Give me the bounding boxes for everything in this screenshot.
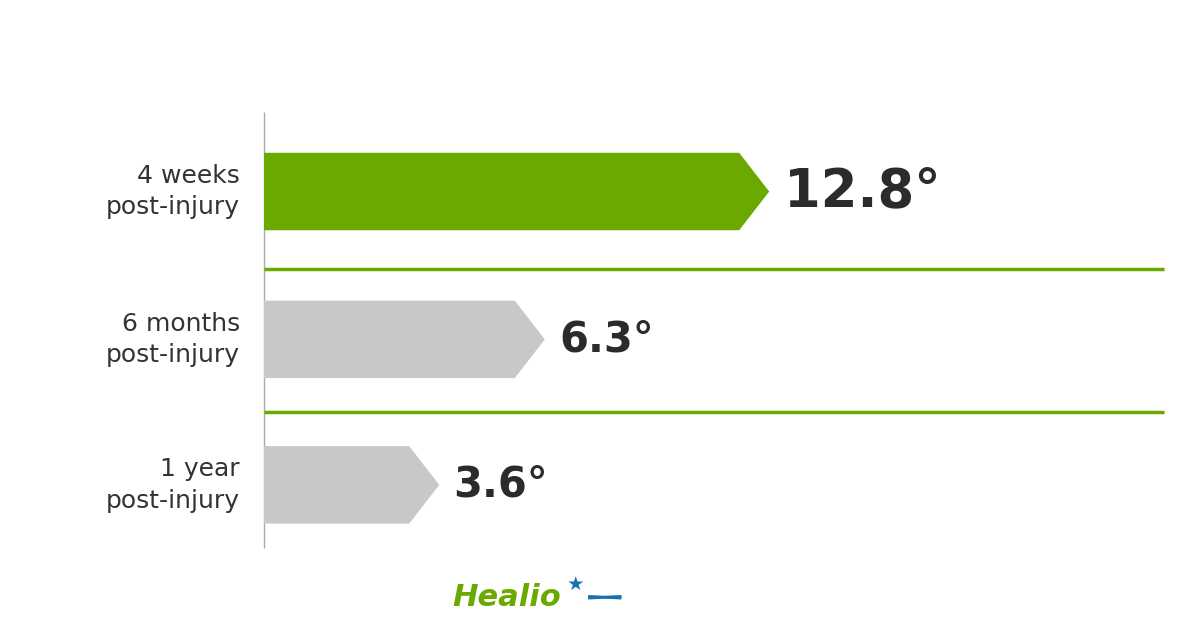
Text: 6 months
post-injury: 6 months post-injury: [106, 312, 240, 367]
Text: 12.8°: 12.8°: [784, 166, 941, 217]
Text: 6.3°: 6.3°: [559, 318, 654, 360]
Text: Healio: Healio: [452, 583, 562, 612]
Text: Mean angulation in children with nonreduced forearm fractures:: Mean angulation in children with nonredu…: [0, 32, 1200, 66]
Text: 3.6°: 3.6°: [454, 464, 548, 506]
Text: ★: ★: [566, 575, 584, 594]
Polygon shape: [264, 301, 545, 378]
Text: 1 year
post-injury: 1 year post-injury: [106, 457, 240, 513]
Polygon shape: [264, 446, 439, 524]
Polygon shape: [264, 153, 769, 230]
Text: 4 weeks
post-injury: 4 weeks post-injury: [106, 164, 240, 219]
